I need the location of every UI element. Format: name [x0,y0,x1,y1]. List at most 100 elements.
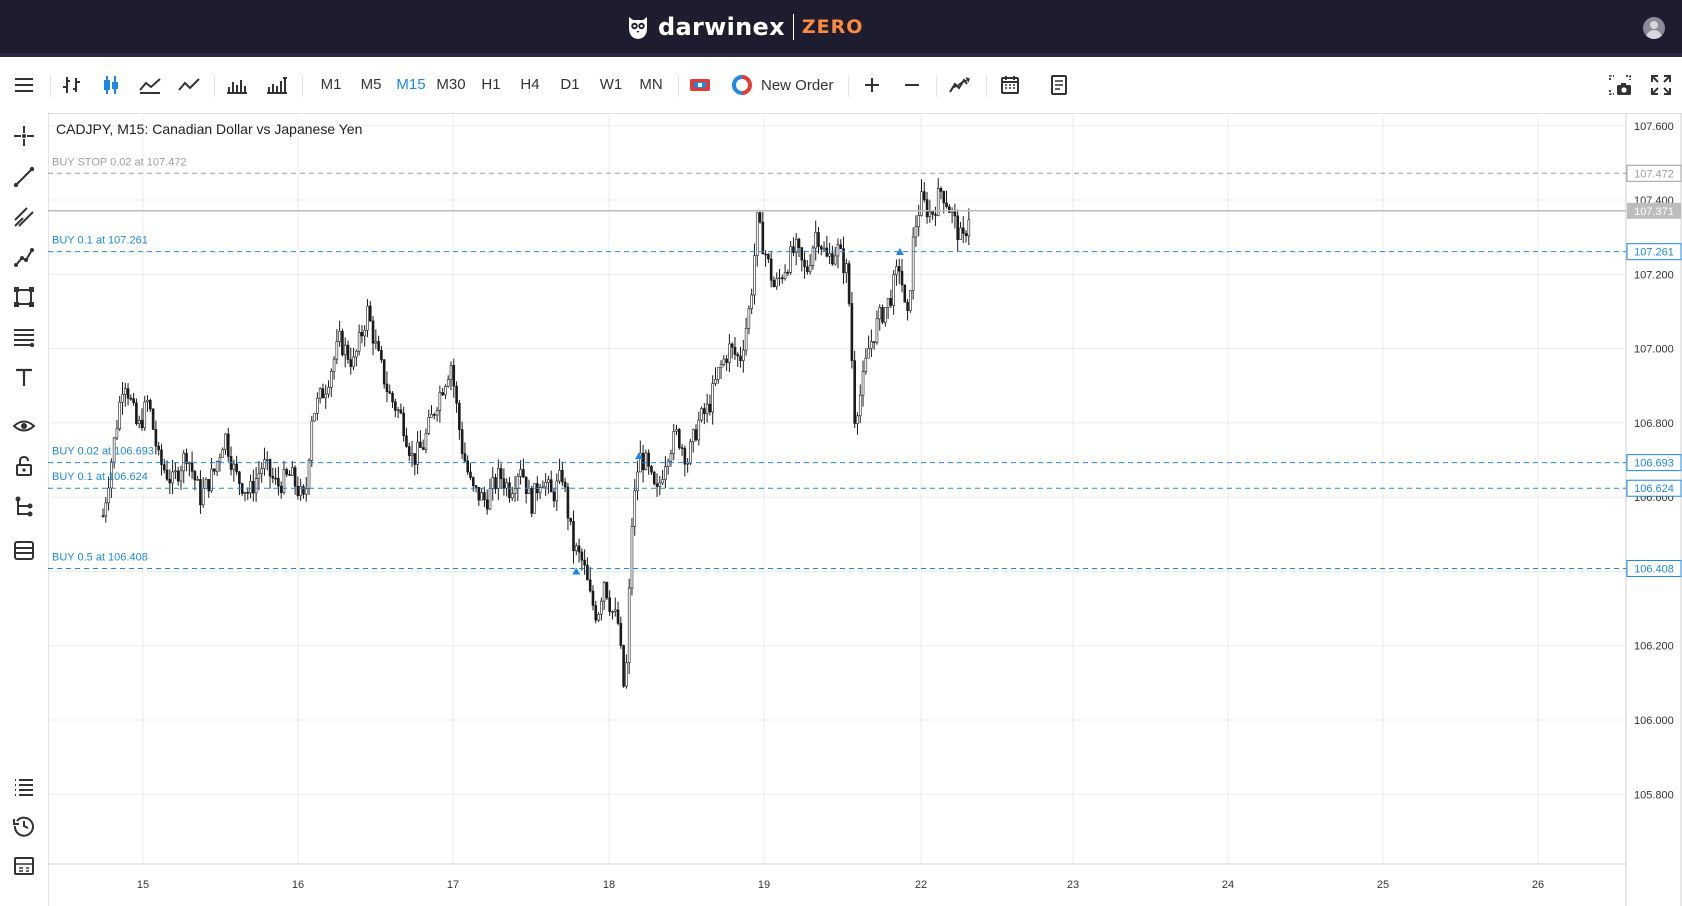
timeframe-d1[interactable]: D1 [560,76,580,93]
candle-body [605,582,609,599]
candlestick-icon[interactable] [97,69,125,101]
new-order-label: New Order [761,76,834,94]
price-tick-label: 107.000 [1634,344,1674,356]
time-tick-label: 26 [1532,879,1544,891]
candle-body [285,469,289,475]
candle-body [945,202,948,208]
candle-body [343,344,347,356]
timeframe-h1[interactable]: H1 [481,76,501,93]
shapes-icon[interactable] [11,284,37,310]
candle-body [652,471,656,485]
time-tick-label: 23 [1067,879,1079,891]
candle-body [914,226,918,238]
user-avatar-icon[interactable] [1643,17,1665,39]
price-tick-label: 107.200 [1634,269,1674,281]
candle-body [368,305,372,322]
candle-body [964,233,968,237]
candle-body [853,360,856,424]
time-tick-label: 16 [292,879,304,891]
candle-body [574,545,578,552]
candle-body [872,341,876,343]
candle-body [897,266,901,272]
candle-body [911,236,915,291]
candle-body [129,397,133,400]
candle-body [104,502,108,517]
timeframe-m30[interactable]: M30 [436,76,466,93]
plus-icon[interactable] [858,69,886,101]
one-click-trading-icon[interactable] [686,69,714,101]
volume-icon[interactable] [222,69,252,101]
candle-body [931,211,934,215]
brand-logo[interactable]: darwinex ZERO [626,12,863,42]
minus-icon[interactable] [898,69,926,101]
layers-icon[interactable] [11,537,37,563]
candle-body [767,254,770,260]
lock-icon[interactable] [11,453,37,479]
channel-icon[interactable] [11,204,37,230]
document-icon[interactable] [1045,69,1073,101]
candle-body [733,347,737,355]
candle-body [471,477,475,487]
eye-icon[interactable] [11,413,37,439]
candle-body [761,221,765,255]
candle-body [107,487,110,504]
candle-body [243,491,247,494]
candle-body [213,468,216,472]
candle-body [644,452,648,471]
time-tick-label: 18 [603,879,615,891]
candle-body [959,227,962,240]
candle-body [547,479,550,483]
candle-body [416,441,419,465]
tick-volume-icon[interactable] [262,69,292,101]
candle-body [822,247,826,250]
app-header: darwinex ZERO [0,0,1682,57]
polyline-icon[interactable] [11,244,37,270]
chart-canvas[interactable]: 107.600107.400107.200107.000106.800106.6… [48,113,1682,906]
area-chart-icon[interactable] [136,69,164,101]
calendar-icon[interactable] [996,69,1024,101]
fullscreen-icon[interactable] [1647,69,1675,101]
candle-body [115,428,119,439]
candle-body [207,479,211,492]
hamburger-menu-icon[interactable] [10,69,38,101]
new-order-button[interactable]: New Order [731,69,834,101]
candle-body [488,488,492,510]
candle-body [622,645,625,687]
bar-chart-icon[interactable] [58,69,86,101]
candle-body [819,246,823,250]
line-chart-icon[interactable] [175,69,203,101]
camera-icon[interactable] [1605,69,1635,101]
history-icon[interactable] [11,813,37,839]
buy-marker [634,452,643,460]
candle-body [833,255,837,265]
candle-body [845,263,848,274]
price-chart[interactable]: 107.600 107.400 107.200 107.000 106.800 106.6… [48,113,1682,906]
timeframe-h4[interactable]: H4 [520,76,540,93]
candle-body [149,399,152,410]
panel-icon[interactable] [11,853,37,879]
timeframe-m1[interactable]: M1 [320,76,342,93]
candle-body [271,475,275,479]
price-tick-label: 105.800 [1634,789,1674,801]
text-icon[interactable] [11,364,37,390]
candle-body [363,329,366,337]
trendline-icon[interactable] [11,164,37,190]
candle-body [483,492,486,501]
candle-body [850,303,854,361]
timeframe-mn[interactable]: MN [639,76,663,93]
candle-body [544,482,547,488]
objects-tree-icon[interactable] [11,493,37,519]
indicators-icon[interactable] [946,69,976,101]
timeframe-m5[interactable]: M5 [360,76,382,93]
candle-body [502,478,506,489]
timeframe-m15[interactable]: M15 [396,76,426,93]
candle-body [352,356,355,367]
list-icon[interactable] [11,773,37,799]
fibonacci-icon[interactable] [11,324,37,350]
crosshair-icon[interactable] [11,123,37,149]
candle-body [215,461,219,472]
candle-body [655,483,659,487]
time-tick-label: 17 [447,879,459,891]
timeframe-w1[interactable]: W1 [599,76,623,93]
candle-body [920,191,923,216]
